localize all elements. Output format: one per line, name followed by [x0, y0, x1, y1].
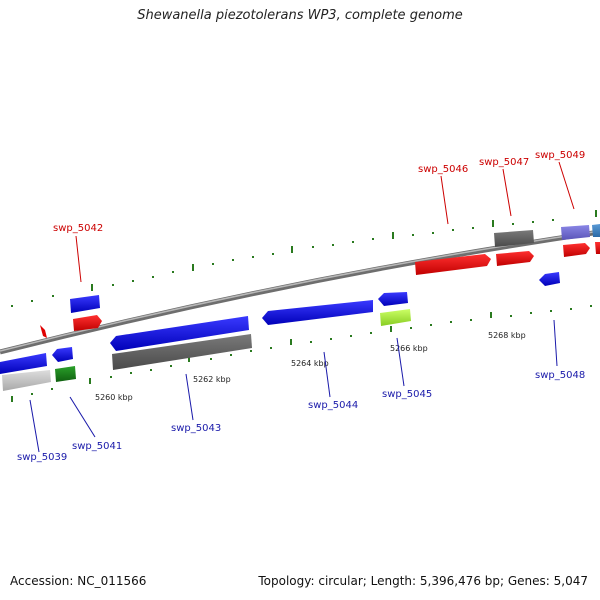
axis-label-5266: 5266 kbp: [390, 344, 428, 353]
gene-arrow[interactable]: [539, 272, 560, 286]
gene-label-swp_5047[interactable]: swp_5047: [479, 157, 529, 168]
gene-label-swp_5043[interactable]: swp_5043: [171, 423, 221, 434]
forward-tick-track: [11, 210, 597, 307]
gene-arrow[interactable]: [73, 315, 102, 331]
gene-arrow[interactable]: [496, 251, 534, 266]
gene-label-swp_5041[interactable]: swp_5041: [72, 441, 122, 452]
gene-arrow[interactable]: [40, 325, 47, 338]
gene-label-swp_5039[interactable]: swp_5039: [17, 452, 67, 463]
gene-label-swp_5042[interactable]: swp_5042: [53, 223, 103, 234]
gene-label-swp_5049[interactable]: swp_5049: [535, 150, 585, 161]
gene-arrow[interactable]: [378, 292, 408, 306]
accession-text: Accession: NC_011566: [10, 574, 147, 588]
gene-arrow[interactable]: [55, 366, 76, 382]
gene-arrow[interactable]: [2, 370, 51, 391]
gene-arrow[interactable]: [112, 334, 252, 370]
reverse-tick-track: [11, 305, 592, 402]
gene-label-swp_5046[interactable]: swp_5046: [418, 164, 468, 175]
gene-label-swp_5048[interactable]: swp_5048: [535, 370, 585, 381]
gene-arrow[interactable]: [70, 295, 100, 313]
axis-label-5268: 5268 kbp: [488, 331, 526, 340]
gene-arrow[interactable]: [595, 242, 600, 254]
gene-arrow[interactable]: [110, 316, 249, 351]
gene-arrow[interactable]: [563, 243, 590, 257]
gene-arrow[interactable]: [415, 254, 491, 275]
label-leader-lines: [29, 161, 575, 453]
gene-arrow[interactable]: [52, 347, 73, 362]
gene-arrow[interactable]: [380, 309, 411, 326]
gene-arrow[interactable]: [592, 224, 600, 237]
gene-arrow[interactable]: [494, 230, 534, 247]
genome-info-text: Topology: circular; Length: 5,396,476 bp…: [258, 574, 588, 588]
reverse-genes: [0, 272, 560, 391]
axis-label-5260: 5260 kbp: [95, 393, 133, 402]
gene-label-swp_5045[interactable]: swp_5045: [382, 389, 432, 400]
forward-genes: [40, 224, 600, 338]
gene-arrow[interactable]: [561, 225, 590, 240]
gene-label-swp_5044[interactable]: swp_5044: [308, 400, 358, 411]
axis-label-5262: 5262 kbp: [193, 375, 231, 384]
gene-arrow[interactable]: [262, 300, 373, 325]
gene-arrow[interactable]: [0, 353, 47, 374]
axis-label-5264: 5264 kbp: [291, 359, 329, 368]
map-title: Shewanella piezotolerans WP3, complete g…: [137, 8, 463, 23]
